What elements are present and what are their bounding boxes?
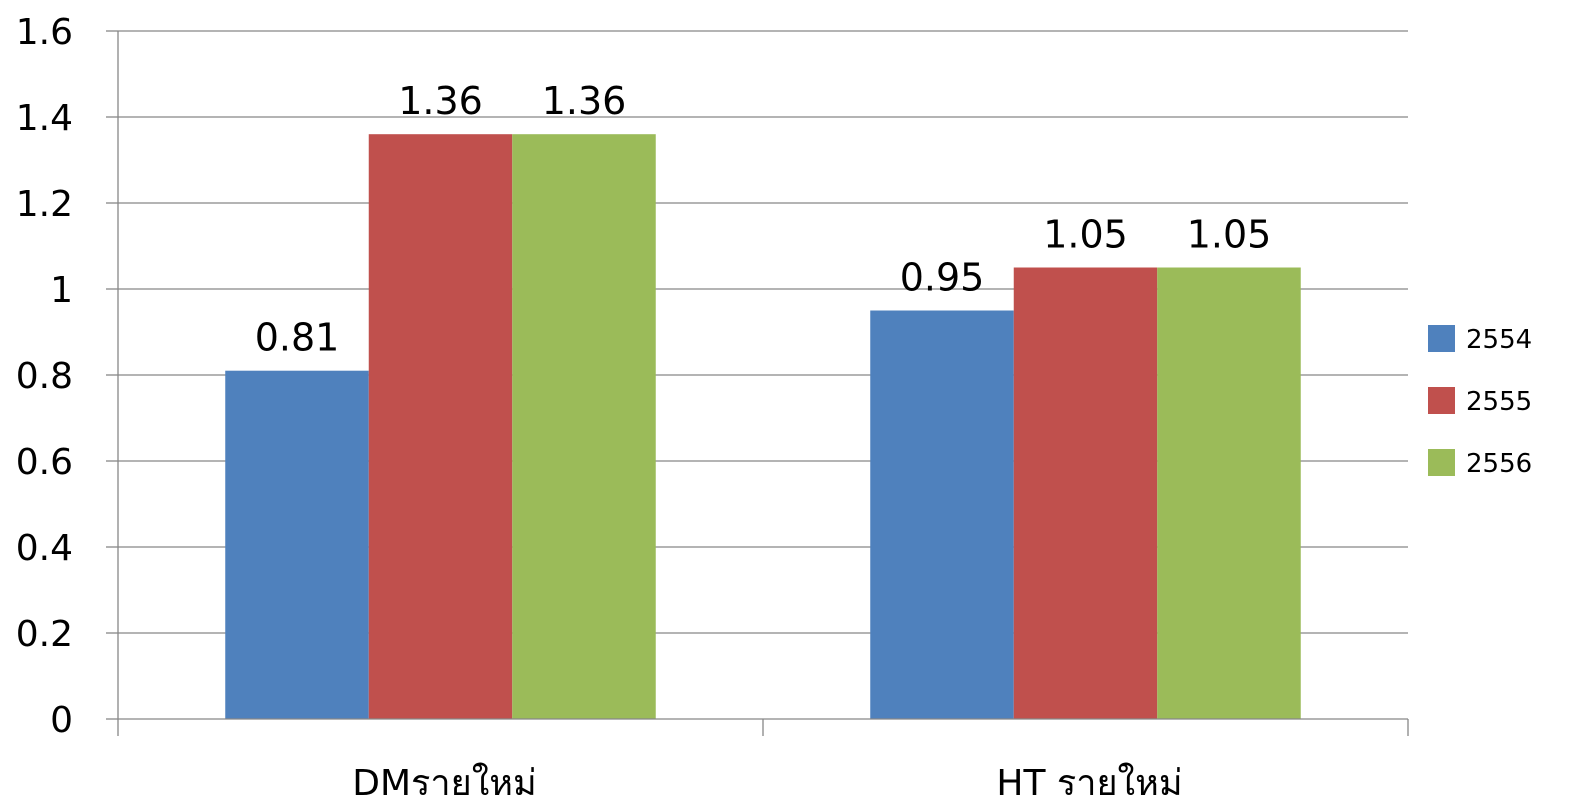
- bar-2555-2: [1013, 267, 1158, 719]
- y-tick-label: 0.6: [16, 442, 73, 483]
- x-axis-category-labels: DMรายใหม่ HT รายใหม่: [352, 762, 1182, 804]
- legend: 2554 2555 2556: [1428, 325, 1532, 479]
- y-tick-label: 1.4: [16, 98, 73, 139]
- y-tick-label: 0.8: [16, 356, 73, 397]
- data-label: 0.81: [255, 316, 340, 360]
- legend-swatch-2554: [1428, 325, 1455, 352]
- y-tick-label: 0.4: [16, 528, 73, 569]
- data-label: 1.05: [1043, 213, 1128, 257]
- bar-2556-1: [512, 134, 656, 719]
- bar-2555-1: [368, 134, 513, 719]
- bar-2554-1: [225, 370, 369, 719]
- y-tick-label: 0: [50, 700, 73, 741]
- legend-swatch-2555: [1428, 387, 1455, 414]
- category-label: DMรายใหม่: [352, 762, 536, 804]
- y-axis-tick-labels: 0 0.2 0.4 0.6 0.8 1 1.2 1.4 1.6: [16, 12, 73, 741]
- legend-label: 2555: [1466, 387, 1532, 417]
- bar-2554-2: [870, 310, 1014, 719]
- y-tick-label: 0.2: [16, 614, 73, 655]
- legend-label: 2556: [1466, 449, 1532, 479]
- y-tick-label: 1.6: [16, 12, 73, 53]
- data-label: 1.05: [1187, 213, 1272, 257]
- bars: [225, 134, 1301, 719]
- data-label: 1.36: [542, 79, 627, 123]
- data-label: 1.36: [398, 79, 483, 123]
- data-label: 0.95: [900, 256, 985, 300]
- y-tick-label: 1.2: [16, 184, 73, 225]
- legend-swatch-2556: [1428, 449, 1455, 476]
- category-label: HT รายใหม่: [996, 762, 1182, 804]
- data-labels: 0.81 1.36 1.36 0.95 1.05 1.05: [255, 79, 1272, 360]
- y-tick-label: 1: [50, 270, 73, 311]
- legend-label: 2554: [1466, 325, 1532, 355]
- bar-2556-2: [1157, 267, 1301, 719]
- axes: [106, 30, 1409, 736]
